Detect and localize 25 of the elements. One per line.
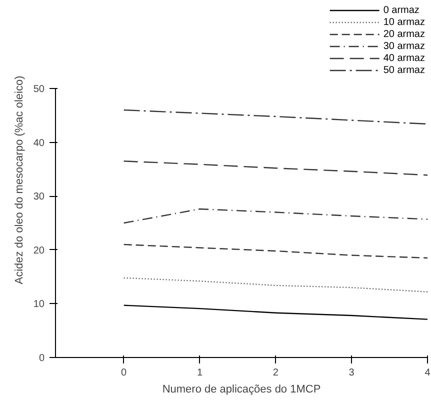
y-tick-label: 30 — [33, 192, 45, 203]
line-series — [123, 244, 428, 259]
x-tick-label: 3 — [348, 368, 355, 378]
x-tick-label: 0 — [121, 368, 128, 378]
legend-label: 0 armaz — [383, 4, 420, 16]
y-axis-title: Acidez do oleo do mesocarpo (%ac oleico) — [13, 76, 26, 284]
legend-label: 50 armaz — [383, 64, 425, 76]
line-series — [123, 208, 428, 224]
legend-label: 20 armaz — [383, 28, 425, 40]
x-tick-label: 1 — [196, 368, 203, 378]
x-tick-label: 4 — [424, 368, 431, 378]
line-series — [123, 160, 428, 176]
line-series — [123, 304, 428, 320]
legend-label: 40 armaz — [383, 52, 425, 64]
line-series — [123, 277, 428, 292]
line-series — [123, 109, 428, 125]
y-tick-label: 10 — [33, 299, 45, 310]
y-tick-label: 0 — [38, 353, 45, 364]
y-tick-label: 40 — [33, 138, 45, 149]
x-tick-label: 2 — [272, 368, 279, 378]
y-tick-label: 20 — [33, 245, 45, 256]
legend-label: 30 armaz — [383, 40, 425, 52]
x-axis-title: Numero de aplicações do 1MCP — [162, 384, 321, 396]
y-tick-label: 50 — [33, 84, 45, 95]
legend-label: 10 armaz — [383, 16, 425, 28]
